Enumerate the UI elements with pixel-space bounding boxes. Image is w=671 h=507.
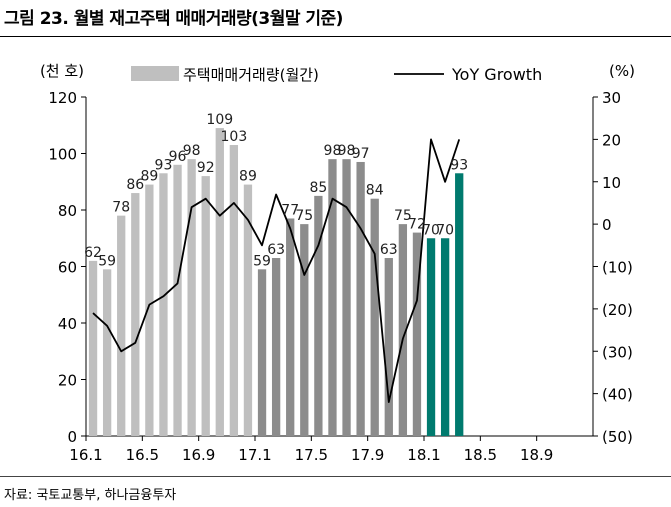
bars <box>88 128 464 437</box>
bar-16.10 <box>215 128 224 436</box>
y-left-tick-label: 20 <box>58 372 77 390</box>
bar-label: 89 <box>140 169 158 185</box>
bar-label: 59 <box>98 253 116 269</box>
bar-17.8 <box>356 161 365 436</box>
y-right-tick-label: (40) <box>602 386 633 404</box>
x-tick-label: 17.1 <box>238 446 271 464</box>
y-right-unit: (%) <box>609 62 635 80</box>
y-right-tick-label: 10 <box>602 174 621 192</box>
axes: 0 20 40 60 80 100 120 (50) (40) (30) (20) (10) 0 10 20… <box>40 62 635 464</box>
bar-label: 77 <box>281 202 299 218</box>
figure-title: 그림 23. 월별 재고주택 매매거래량(3월말 기준) <box>4 9 343 29</box>
bar-label: 92 <box>197 160 215 176</box>
bar-16.11 <box>229 145 239 436</box>
bar-18.1 <box>426 238 436 436</box>
bar-label: 84 <box>366 183 384 199</box>
source-note: 자료: 국토교통부, 하나금융투자 <box>4 488 177 503</box>
bar-18.2 <box>440 238 450 436</box>
x-tick-label: 18.5 <box>464 446 497 464</box>
bar-17.11 <box>398 224 408 436</box>
bar-label: 86 <box>126 177 144 193</box>
bar-17.2 <box>271 258 281 436</box>
bar-label: 70 <box>422 222 440 238</box>
bar-label: 78 <box>112 200 130 216</box>
y-left-tick-label: 0 <box>67 428 77 446</box>
bar-label: 103 <box>221 129 248 145</box>
bar-17.7 <box>342 159 351 436</box>
bar-label: 97 <box>352 146 370 162</box>
bar-label: 93 <box>450 157 468 173</box>
y-right-tick-label: 30 <box>602 89 621 107</box>
x-tick-label: 18.1 <box>407 446 440 464</box>
bar-label: 62 <box>84 245 102 261</box>
bar-17.3 <box>286 218 295 436</box>
legend-bar-label: 주택매매거래량(월간) <box>183 66 319 84</box>
bar-16.7 <box>173 164 182 437</box>
bar-16.2 <box>102 269 112 436</box>
x-tick-label: 17.9 <box>351 446 384 464</box>
bar-label: 109 <box>206 112 233 128</box>
source-rule <box>0 476 671 477</box>
y-left-unit: (천 호) <box>40 62 84 80</box>
legend-line-label: YoY Growth <box>451 65 542 84</box>
y-right-tick-label: 20 <box>602 131 621 149</box>
x-tick-label: 16.1 <box>69 446 102 464</box>
bar-label: 98 <box>183 143 201 159</box>
y-left-tick-label: 100 <box>48 146 77 164</box>
legend-bar-swatch <box>131 66 179 81</box>
yoy-growth-line <box>92 138 461 404</box>
x-tick-label: 17.5 <box>295 446 328 464</box>
bar-16.9 <box>201 176 210 436</box>
title-rule <box>0 36 671 37</box>
legend: 주택매매거래량(월간) YoY Growth <box>131 65 542 84</box>
y-right-tick-label: (50) <box>602 428 633 446</box>
bar-label: 98 <box>324 143 342 159</box>
bar-16.5 <box>145 184 154 436</box>
bar-label: 93 <box>155 157 173 173</box>
bar-17.4 <box>300 224 309 436</box>
bar-17.5 <box>314 195 323 436</box>
bar-label: 75 <box>394 208 412 224</box>
bar-label: 98 <box>338 143 356 159</box>
bar-label: 70 <box>436 222 454 238</box>
bar-labels: 6259788689939698921091038959637775859898… <box>84 112 468 269</box>
x-tick-label: 16.9 <box>182 446 215 464</box>
bar-17.9 <box>370 198 379 436</box>
y-left-tick-label: 120 <box>48 89 77 107</box>
y-left-tick-label: 80 <box>58 202 77 220</box>
bar-16.6 <box>159 173 168 436</box>
bar-17.6 <box>328 159 337 436</box>
y-right-tick-label: 0 <box>602 216 612 234</box>
y-left-tick-label: 40 <box>58 315 77 333</box>
bar-label: 96 <box>169 149 187 165</box>
x-tick-label: 16.5 <box>126 446 159 464</box>
bar-label: 75 <box>295 208 313 224</box>
bar-16.12 <box>243 184 253 436</box>
bar-18.3 <box>455 173 464 436</box>
bar-label: 72 <box>408 217 426 233</box>
yoy-line <box>92 138 461 404</box>
bar-label: 63 <box>267 242 285 258</box>
y-right-tick-label: (30) <box>602 343 633 361</box>
bar-label: 89 <box>239 169 257 185</box>
y-left-tick-label: 60 <box>58 259 77 277</box>
bar-16.3 <box>117 215 126 436</box>
bar-17.10 <box>384 258 393 436</box>
bar-label: 63 <box>380 242 398 258</box>
bar-label: 85 <box>309 180 327 196</box>
chart: 0 20 40 60 80 100 120 (50) (40) (30) (20) (10) 0 10 20… <box>40 62 635 464</box>
y-right-tick-label: (10) <box>602 259 633 277</box>
x-tick-label: 18.9 <box>520 446 553 464</box>
bar-16.4 <box>131 193 140 436</box>
bar-label: 59 <box>253 253 271 269</box>
y-right-tick-label: (20) <box>602 301 633 319</box>
bar-16.8 <box>187 159 196 436</box>
bar-17.12 <box>412 232 422 436</box>
bar-16.1 <box>88 260 98 436</box>
bar-17.1 <box>257 269 267 436</box>
